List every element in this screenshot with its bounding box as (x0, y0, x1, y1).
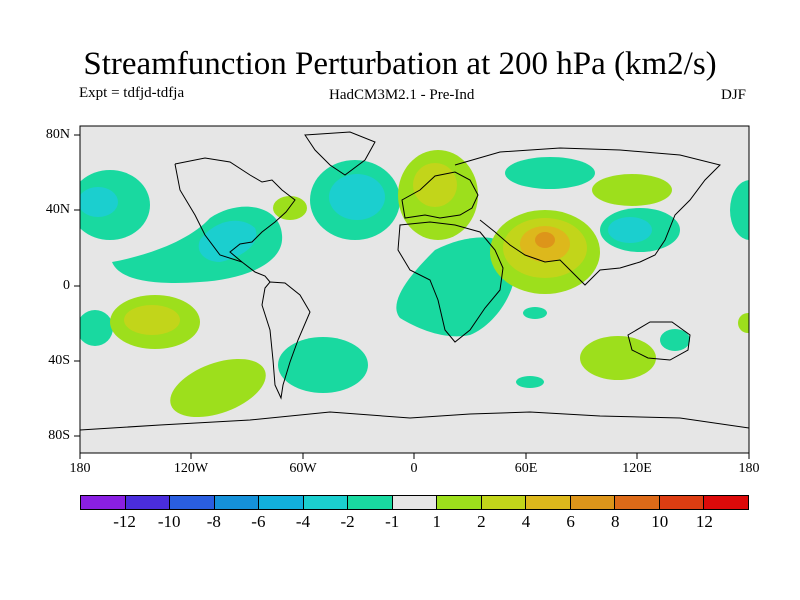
contour-region (516, 376, 544, 388)
lat-tick-label: 0 (63, 278, 70, 293)
model-label: HadCM3M2.1 - Pre-Ind (329, 87, 475, 103)
colorbar-swatch (125, 496, 171, 509)
contour-region (170, 358, 266, 418)
lat-tick-label: 80S (48, 428, 70, 443)
colorbar-swatch (570, 496, 616, 509)
contour-region (413, 163, 457, 207)
lon-tick-label: 0 (410, 461, 418, 476)
colorbar-label: 12 (695, 512, 713, 531)
coastline-australia (627, 321, 691, 361)
experiment-label: Expt = tdfjd-tdfja (79, 85, 185, 101)
colorbar-label: 1 (432, 512, 442, 531)
colorbar-swatch (214, 496, 260, 509)
coastline-north-america (174, 157, 296, 283)
contour-region (278, 337, 368, 393)
colorbar-swatch (615, 496, 660, 509)
coastline-greenland (304, 131, 376, 176)
colorbar-swatch (437, 496, 482, 509)
colorbar-label: -10 (157, 512, 181, 531)
contour-region (80, 187, 118, 217)
contour-region (505, 157, 595, 189)
colorbar-label: -8 (206, 512, 221, 531)
lat-tick-label: 80N (45, 127, 70, 142)
colorbar (80, 495, 749, 510)
colorbar-swatch (81, 496, 126, 509)
contour-region (730, 180, 749, 240)
lat-tick-label: 40N (45, 202, 70, 217)
contour-region (592, 174, 672, 206)
lon-tick-label: 180 (738, 461, 760, 476)
colorbar-swatch (170, 496, 215, 509)
colorbar-swatch (704, 496, 748, 509)
contour-region (535, 232, 555, 248)
lon-tick-label: 120E (622, 461, 652, 476)
coastline-south-america (261, 281, 311, 400)
coastline-asia (454, 147, 721, 286)
colorbar-swatch (259, 496, 304, 509)
lat-tick-label: 40S (48, 353, 70, 368)
contour-region (80, 310, 113, 346)
colorbar-swatch (526, 496, 571, 509)
contour-region (329, 174, 385, 220)
contour-region (396, 237, 516, 337)
contour-region (523, 307, 547, 319)
coastline-europe (401, 171, 479, 219)
lon-tick-label: 180 (69, 461, 91, 476)
contour-region (738, 313, 749, 333)
season-label: DJF (721, 87, 747, 103)
axis-ticks (74, 134, 750, 459)
contour-region (198, 220, 257, 262)
contour-region (660, 329, 690, 351)
colorbar-swatch (392, 496, 438, 509)
contour-fields (80, 150, 749, 418)
colorbar-label: 4 (521, 512, 531, 531)
contour-region (273, 196, 307, 220)
colorbar-swatch (303, 496, 349, 509)
colorbar-label: 8 (610, 512, 620, 531)
lon-tick-label: 120W (173, 461, 209, 476)
colorbar-label: -1 (385, 512, 400, 531)
lon-tick-label: 60E (514, 461, 538, 476)
plot-title: Streamfunction Perturbation at 200 hPa (… (83, 46, 717, 82)
colorbar-swatch (348, 496, 393, 509)
contour-region (580, 336, 656, 380)
colorbar-label: 10 (651, 512, 669, 531)
colorbar-swatch (481, 496, 527, 509)
contour-region (124, 305, 180, 335)
coastlines (80, 131, 749, 431)
colorbar-label: -6 (251, 512, 266, 531)
coastline-antarctica (80, 411, 749, 431)
colorbar-label: 6 (566, 512, 575, 531)
lon-tick-label: 60W (289, 461, 317, 476)
colorbar-label: 2 (477, 512, 486, 531)
colorbar-label: -2 (340, 512, 355, 531)
colorbar-label: -12 (113, 512, 136, 531)
colorbar-label: -4 (295, 512, 311, 531)
coastline-north-america-west (174, 163, 243, 263)
coastline-africa (397, 221, 504, 343)
contour-region (608, 217, 652, 243)
colorbar-swatch (659, 496, 705, 509)
